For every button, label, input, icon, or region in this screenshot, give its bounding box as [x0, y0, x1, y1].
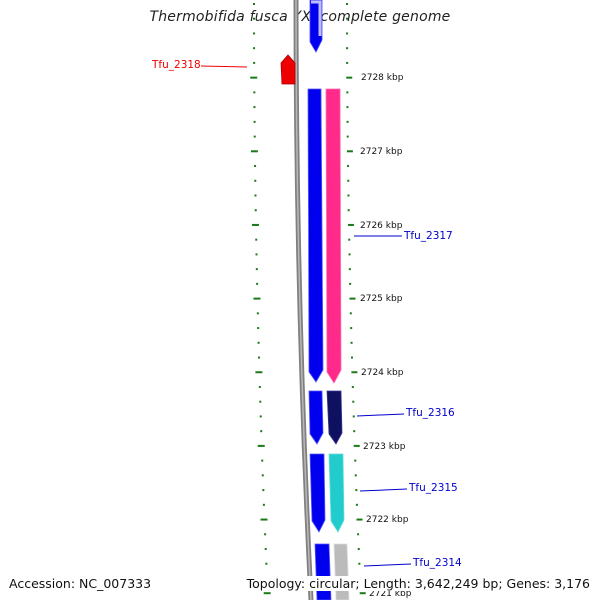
- scale-label-2722: 2722 kbp: [366, 515, 409, 525]
- gene-arrow-tfu-2318[interactable]: [280, 54, 296, 85]
- gene-arrow-top-highlight: [311, 0, 322, 36]
- accession-text: Accession: NC_007333: [9, 576, 152, 591]
- inner-ticks: [250, 3, 271, 595]
- leader-line-tfu-2318: [200, 65, 248, 68]
- topology-summary: Topology: circular; Length: 3,642,249 bp…: [246, 576, 590, 591]
- leader-line-tfu-2315: [359, 488, 408, 492]
- scale-label-2721: 2721 kbp: [369, 589, 412, 599]
- gene-label-tfu-2318[interactable]: Tfu_2318: [151, 59, 201, 71]
- cds-arrow-tfu-2315[interactable]: [309, 453, 326, 533]
- scale-label-2724: 2724 kbp: [361, 368, 404, 378]
- cds-arrow-tfu-2314[interactable]: [314, 543, 332, 600]
- leader-line-tfu-2316: [356, 413, 405, 417]
- genome-backbone-highlight: [295, 0, 312, 600]
- gene-label-tfu-2315[interactable]: Tfu_2315: [408, 482, 458, 494]
- gene-arrow-tfu-2316[interactable]: [326, 390, 343, 445]
- scale-label-2725: 2725 kbp: [360, 294, 403, 304]
- gene-arrow-tfu-2315[interactable]: [328, 453, 345, 533]
- scale-label-2727: 2727 kbp: [360, 147, 403, 157]
- outer-ticks: [346, 3, 366, 595]
- scale-label-2723: 2723 kbp: [363, 442, 406, 452]
- scale-label-2726: 2726 kbp: [360, 221, 403, 231]
- cds-arrow-tfu-2316[interactable]: [308, 390, 324, 445]
- leader-line-tfu-2314: [363, 563, 412, 567]
- gene-label-tfu-2317[interactable]: Tfu_2317: [403, 230, 453, 242]
- gene-label-tfu-2314[interactable]: Tfu_2314: [412, 557, 462, 569]
- scale-label-2728: 2728 kbp: [361, 73, 404, 83]
- gene-arrow-tfu-2314[interactable]: [333, 543, 350, 600]
- cds-arrow-tfu-2317[interactable]: [307, 88, 324, 383]
- gene-label-tfu-2316[interactable]: Tfu_2316: [405, 407, 455, 419]
- gene-arrow-tfu-2317[interactable]: [325, 88, 342, 384]
- map-title: Thermobifida fusca YX, complete genome: [149, 9, 451, 25]
